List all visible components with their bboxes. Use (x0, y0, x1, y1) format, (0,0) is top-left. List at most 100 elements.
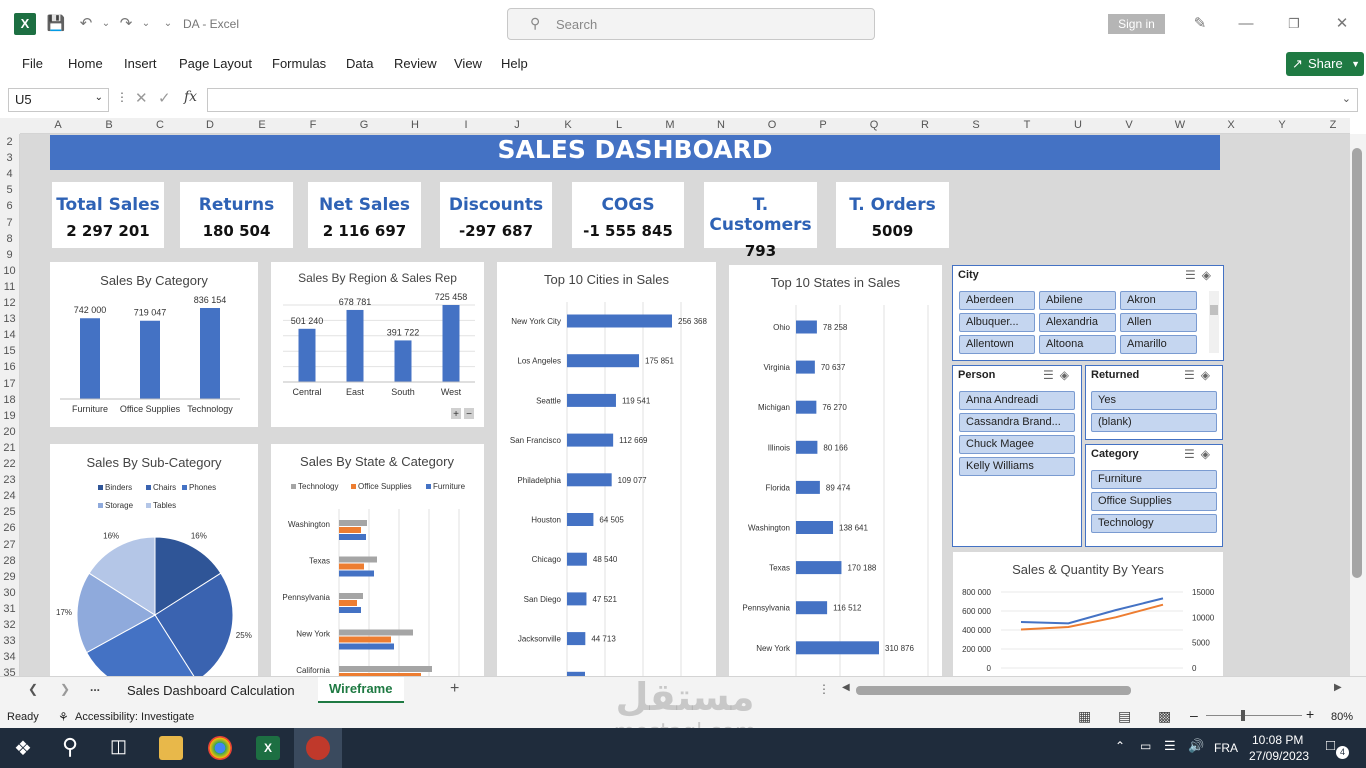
name-box[interactable]: U5 ⌄ (8, 88, 109, 112)
close-icon[interactable]: ✕ (1335, 15, 1349, 32)
excel-taskbar-icon[interactable]: X (256, 736, 280, 760)
slicer-item[interactable]: Chuck Magee (959, 435, 1075, 454)
vertical-scrollbar[interactable] (1350, 134, 1366, 676)
multi-select-icon[interactable]: ☰ (1043, 368, 1060, 382)
slicer-item[interactable]: Amarillo (1120, 335, 1197, 354)
accessibility-status[interactable]: Accessibility: Investigate (75, 711, 195, 723)
row-header[interactable]: 4 (6, 168, 13, 181)
share-button[interactable]: ↗ Share ▼ (1286, 52, 1364, 76)
page-layout-view-icon[interactable]: ▤ (1118, 708, 1132, 724)
scroll-right-icon[interactable]: ▶ (1334, 682, 1342, 693)
column-header[interactable]: C (156, 119, 164, 131)
column-header[interactable]: Y (1278, 119, 1286, 131)
undo-dropdown-icon[interactable]: ⌄ (101, 18, 111, 29)
row-header[interactable]: 24 (3, 490, 16, 503)
chrome-icon[interactable] (208, 736, 232, 760)
row-header[interactable]: 6 (6, 200, 13, 213)
column-header[interactable]: D (206, 119, 214, 131)
slicer-returned[interactable]: Returned ☰◈ Yes (blank) (1085, 365, 1223, 440)
slicer-item[interactable]: Furniture (1091, 470, 1217, 489)
scroll-left-icon[interactable]: ◀ (842, 682, 850, 693)
column-header[interactable]: Z (1329, 119, 1337, 131)
row-header[interactable]: 14 (3, 329, 16, 342)
tab-wireframe[interactable]: Wireframe (318, 677, 404, 703)
select-all-corner[interactable] (0, 118, 20, 134)
clock-date[interactable]: 27/09/2023 (1249, 749, 1310, 763)
column-header[interactable]: I (464, 119, 468, 131)
zoom-in-icon[interactable]: + (1306, 706, 1315, 722)
column-header[interactable]: K (564, 119, 572, 131)
menu-home[interactable]: Home (68, 56, 103, 71)
slicer-city[interactable]: City ☰◈ Aberdeen Abilene Akron Albuquer.… (952, 265, 1224, 361)
column-header[interactable]: Q (869, 119, 879, 131)
column-header[interactable]: B (105, 119, 113, 131)
formula-input[interactable]: ⌄ (207, 88, 1358, 112)
row-header[interactable]: 27 (3, 538, 16, 551)
task-view-icon[interactable]: ◫ (110, 736, 128, 756)
tab-split-handle-icon[interactable]: ⋮ (818, 682, 830, 696)
column-header[interactable]: V (1125, 119, 1133, 131)
slicer-item[interactable]: Aberdeen (959, 291, 1035, 310)
column-header[interactable]: F (309, 119, 317, 131)
next-sheet-icon[interactable]: ❯ (60, 682, 71, 696)
volume-icon[interactable]: 🔊 (1188, 738, 1205, 753)
clear-filter-icon[interactable]: ◈ (1200, 447, 1216, 461)
multi-select-icon[interactable]: ☰ (1184, 368, 1201, 382)
menu-help[interactable]: Help (501, 56, 528, 71)
column-header[interactable]: E (258, 119, 266, 131)
slicer-item[interactable]: Altoona (1039, 335, 1116, 354)
sign-in-button[interactable]: Sign in (1108, 14, 1165, 34)
redo-dropdown-icon[interactable]: ⌄ (141, 18, 151, 29)
cancel-icon[interactable]: ✕ (135, 90, 148, 107)
row-header[interactable]: 11 (3, 280, 16, 293)
column-header[interactable]: A (54, 119, 62, 131)
row-header[interactable]: 28 (3, 554, 16, 567)
enter-icon[interactable]: ✓ (158, 90, 171, 107)
column-header[interactable]: S (972, 119, 980, 131)
prev-sheet-icon[interactable]: ❮ (28, 682, 39, 696)
row-header[interactable]: 2 (6, 136, 13, 148)
chart-top-cities[interactable]: Top 10 Cities in Sales New York City 256 3… (497, 262, 720, 676)
undo-icon[interactable]: ↶ (79, 15, 93, 32)
zoom-level[interactable]: 80% (1331, 711, 1354, 723)
worksheet[interactable]: SALES DASHBOARD Total Sales 2 297 201 Re… (20, 134, 1350, 676)
column-header[interactable]: M (665, 119, 675, 131)
add-sheet-icon[interactable]: + (450, 680, 460, 697)
row-header[interactable]: 21 (3, 441, 16, 454)
clock-time[interactable]: 10:08 PM (1252, 733, 1304, 747)
pen-icon[interactable]: ✎ (1193, 15, 1207, 32)
slicer-category[interactable]: Category ☰◈ Furniture Office Supplies Te… (1085, 444, 1223, 547)
slicer-item[interactable]: Albuquer... (959, 313, 1035, 332)
row-header[interactable]: 9 (6, 248, 13, 261)
column-header[interactable]: G (359, 119, 369, 131)
slicer-item[interactable]: Allentown (959, 335, 1035, 354)
windows-start-icon[interactable]: ❖ (14, 738, 32, 760)
slicer-item[interactable]: Office Supplies (1091, 492, 1217, 511)
file-explorer-icon[interactable] (159, 736, 183, 760)
clear-filter-icon[interactable]: ◈ (1200, 368, 1216, 382)
column-header[interactable]: T (1023, 119, 1031, 131)
slicer-item[interactable]: (blank) (1091, 413, 1217, 432)
battery-icon[interactable]: ▭ (1140, 739, 1152, 753)
row-header[interactable]: 25 (3, 506, 16, 519)
save-icon[interactable]: 💾 (46, 15, 66, 32)
row-header[interactable]: 18 (3, 393, 16, 406)
menu-formulas[interactable]: Formulas (272, 56, 327, 71)
row-header[interactable]: 22 (3, 458, 16, 470)
menu-view[interactable]: View (454, 56, 482, 71)
row-header[interactable]: 20 (3, 425, 16, 438)
row-header[interactable]: 7 (6, 216, 13, 229)
column-header[interactable]: P (819, 119, 827, 131)
search-box[interactable]: ⚲ Search (507, 8, 875, 40)
vertical-scroll-thumb[interactable] (1352, 148, 1362, 578)
column-header[interactable]: W (1174, 119, 1186, 131)
restore-icon[interactable]: ❐ (1288, 16, 1300, 31)
clear-filter-icon[interactable]: ◈ (1059, 368, 1075, 382)
row-header[interactable]: 34 (3, 651, 16, 664)
zoom-slider-handle[interactable] (1241, 710, 1245, 721)
tray-chevron-icon[interactable]: ⌃ (1115, 739, 1126, 753)
more-options-icon[interactable]: ⋮ (116, 90, 128, 104)
row-header[interactable]: 15 (3, 345, 16, 358)
wifi-icon[interactable]: ☰ (1164, 738, 1176, 753)
row-header[interactable]: 17 (3, 377, 16, 390)
